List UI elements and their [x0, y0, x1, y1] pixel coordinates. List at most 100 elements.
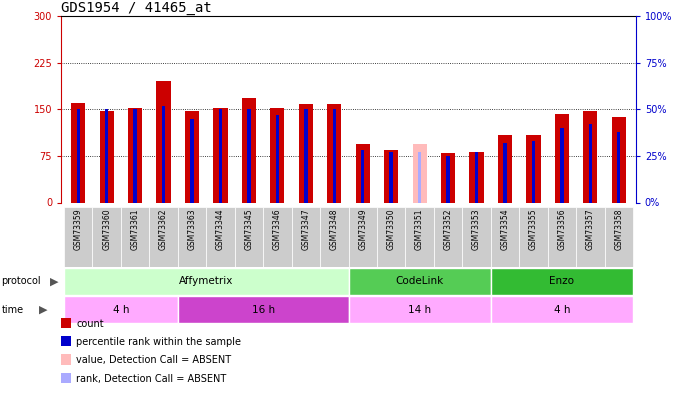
Bar — [491, 207, 519, 267]
Text: ▶: ▶ — [39, 305, 48, 315]
Text: 14 h: 14 h — [408, 305, 431, 315]
Text: percentile rank within the sample: percentile rank within the sample — [76, 337, 241, 347]
Bar — [105, 109, 108, 202]
Text: 4 h: 4 h — [554, 305, 570, 315]
Text: GSM73362: GSM73362 — [159, 208, 168, 250]
Text: GSM73359: GSM73359 — [73, 208, 83, 250]
Text: Enzo: Enzo — [549, 277, 575, 286]
Bar — [299, 104, 313, 202]
Bar — [190, 119, 194, 202]
Bar — [356, 143, 370, 202]
Bar — [377, 207, 405, 267]
Text: GSM73357: GSM73357 — [585, 208, 595, 250]
Text: value, Detection Call = ABSENT: value, Detection Call = ABSENT — [76, 356, 231, 365]
Bar — [71, 103, 86, 202]
Text: GSM73355: GSM73355 — [529, 208, 538, 250]
Bar — [150, 207, 178, 267]
Bar — [92, 207, 121, 267]
Bar — [275, 115, 279, 202]
Text: GSM73356: GSM73356 — [558, 208, 566, 250]
Text: GSM73358: GSM73358 — [614, 208, 624, 250]
Bar — [469, 151, 483, 202]
Bar — [532, 141, 535, 202]
Bar — [348, 296, 491, 324]
Bar — [304, 109, 307, 202]
Text: GSM73361: GSM73361 — [131, 208, 139, 250]
Bar — [405, 207, 434, 267]
Bar — [605, 207, 633, 267]
Bar — [560, 128, 564, 202]
Bar — [333, 109, 336, 202]
Bar — [519, 207, 547, 267]
Bar — [390, 152, 393, 202]
Bar — [491, 268, 633, 295]
Bar — [235, 207, 263, 267]
Bar — [475, 152, 478, 202]
Bar — [327, 104, 341, 202]
Text: GSM73353: GSM73353 — [472, 208, 481, 250]
Text: 16 h: 16 h — [252, 305, 275, 315]
Text: GSM73360: GSM73360 — [102, 208, 112, 250]
Bar — [128, 108, 142, 202]
Bar — [242, 98, 256, 202]
Bar — [418, 152, 422, 202]
Text: GSM73351: GSM73351 — [415, 208, 424, 250]
Text: GSM73349: GSM73349 — [358, 208, 367, 250]
Bar — [462, 207, 491, 267]
Text: GSM73363: GSM73363 — [188, 208, 197, 250]
Bar — [547, 207, 576, 267]
Bar — [77, 109, 80, 202]
Bar — [162, 106, 165, 202]
Bar — [361, 150, 364, 202]
Bar — [270, 108, 284, 202]
Bar — [320, 207, 349, 267]
Bar — [178, 207, 206, 267]
Text: Affymetrix: Affymetrix — [179, 277, 233, 286]
Bar — [617, 132, 620, 202]
Bar — [348, 268, 491, 295]
Bar — [491, 296, 633, 324]
Bar — [576, 207, 605, 267]
Bar — [611, 117, 626, 202]
Bar — [589, 124, 592, 202]
Text: GSM73346: GSM73346 — [273, 208, 282, 250]
Bar — [133, 109, 137, 202]
Text: rank, Detection Call = ABSENT: rank, Detection Call = ABSENT — [76, 374, 226, 384]
Bar — [121, 207, 150, 267]
Bar — [214, 108, 228, 202]
Bar — [219, 109, 222, 202]
Text: count: count — [76, 319, 104, 329]
Bar — [348, 207, 377, 267]
Bar — [292, 207, 320, 267]
Text: ▶: ▶ — [50, 277, 58, 286]
Bar — [413, 143, 427, 202]
Bar — [178, 296, 348, 324]
Bar — [263, 207, 292, 267]
Text: GSM73352: GSM73352 — [443, 208, 453, 250]
Bar — [156, 81, 171, 202]
Text: time: time — [1, 305, 24, 315]
Bar — [64, 268, 348, 295]
Bar — [185, 111, 199, 202]
Bar — [206, 207, 235, 267]
Text: GSM73354: GSM73354 — [500, 208, 509, 250]
Bar — [498, 135, 512, 202]
Bar — [583, 111, 598, 202]
Text: GSM73350: GSM73350 — [387, 208, 396, 250]
Bar — [64, 207, 92, 267]
Bar — [99, 111, 114, 202]
Text: GSM73348: GSM73348 — [330, 208, 339, 250]
Bar — [441, 153, 455, 202]
Text: GSM73345: GSM73345 — [244, 208, 254, 250]
Bar — [555, 114, 569, 202]
Text: GDS1954 / 41465_at: GDS1954 / 41465_at — [61, 1, 212, 15]
Bar — [384, 150, 398, 202]
Bar — [64, 296, 178, 324]
Bar — [434, 207, 462, 267]
Bar — [446, 156, 449, 202]
Text: protocol: protocol — [1, 277, 41, 286]
Bar — [526, 135, 541, 202]
Text: GSM73347: GSM73347 — [301, 208, 310, 250]
Text: 4 h: 4 h — [113, 305, 129, 315]
Text: CodeLink: CodeLink — [396, 277, 444, 286]
